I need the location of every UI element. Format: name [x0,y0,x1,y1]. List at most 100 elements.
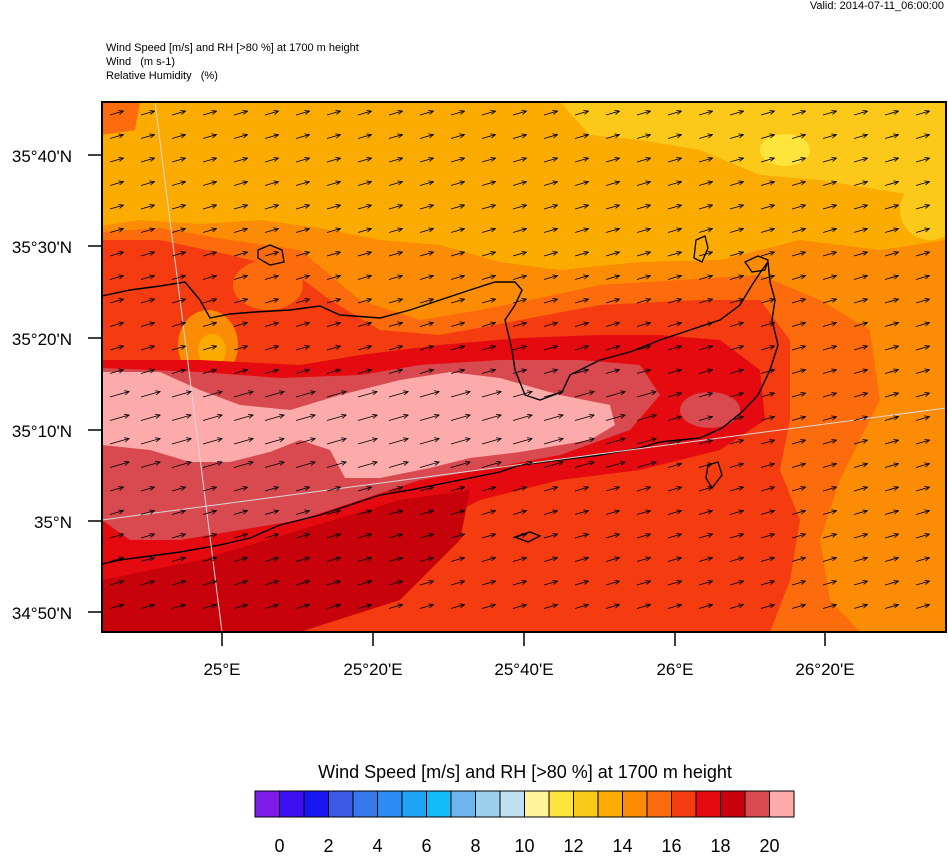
field-band-darkest-red [102,490,470,632]
wind-arrow [357,392,377,398]
wind-arrow [264,605,279,609]
wind-arrow [915,111,930,116]
wind-arrow [605,462,625,468]
wind-arrow [233,487,248,492]
wind-arrow [667,276,682,280]
wind-arrow [233,511,248,515]
colorbar-swatch [573,790,599,818]
wind-arrow [853,605,868,609]
wind-arrow [233,392,253,398]
wind-arrow [202,581,217,586]
wind-arrow [202,323,217,327]
wind-arrow [326,581,341,586]
wind-arrow [853,158,868,163]
wind-arrow [481,558,496,562]
colorbar-title: Wind Speed [m/s] and RH [>80 %] at 1700 … [318,762,732,782]
wind-arrow [419,487,434,492]
wind-arrow [357,158,372,163]
wind-arrow [791,135,806,139]
wind-arrow [791,393,806,398]
wind-arrow [822,205,837,210]
colorbar-swatch [352,790,378,818]
wind-arrow [326,182,341,186]
wind-arrow [326,205,341,210]
wind-arrow [822,323,837,327]
wind-arrow [450,299,465,304]
wind-arrow [264,534,279,539]
wind-arrow [295,462,315,468]
wind-arrow [295,392,315,398]
wind-arrow [140,182,155,186]
wind-arrow [202,534,217,539]
wind-arrow [388,111,403,116]
wind-arrow [171,323,186,327]
wind-arrow [605,111,620,116]
colorbar-swatch [720,790,746,818]
wind-arrow [822,581,837,586]
wind-arrow [698,417,713,421]
wind-arrow [140,205,155,210]
wind-arrow [388,370,403,374]
wind-arrow [481,534,496,539]
wind-arrow [791,581,806,586]
wind-arrow [884,299,899,304]
wind-arrow [512,229,527,233]
wind-arrow [388,229,403,233]
wind-arrow [326,487,341,492]
wind-arrow [605,205,620,210]
wind-arrow [667,299,682,304]
wind-arrow [822,276,837,280]
wind-arrow [822,393,837,398]
colorbar-swatch [524,790,550,818]
wind-arrow [605,511,620,515]
wind-arrow [667,135,682,139]
wind-arrow [512,252,527,257]
wind-arrow [481,605,496,609]
wind-arrow [791,252,806,257]
wind-arrow [450,276,465,280]
wind-arrow [760,252,775,257]
wind-arrow [636,323,651,327]
colorbar-swatch [671,790,697,818]
wind-arrow [140,605,155,609]
wind-arrow [915,299,930,304]
wind-arrow [822,511,837,515]
wind-arrow [450,252,465,257]
wind-arrow [388,323,403,327]
lon-label-26-20e: 26°20'E [795,660,854,679]
wind-arrow [140,558,155,562]
colorbar-swatch [303,790,329,818]
wind-arrow [760,534,775,539]
wind-arrow [357,276,372,280]
lat-label-35-40: 35°40'N [12,147,72,166]
wind-arrow [295,135,310,139]
wind-arrow [202,252,217,257]
wind-arrow [357,346,372,351]
wind-arrow [915,440,930,445]
wind-arrow [326,392,346,398]
wind-arrow [915,417,930,421]
wind-arrow [171,581,186,586]
wind-arrow [450,158,465,163]
lat-label-35-00: 35°N [34,513,72,532]
wind-arrow [574,534,589,539]
wind-arrow [853,487,868,492]
colorbar-tick-label: 16 [661,836,682,856]
wind-arrow [419,558,434,562]
wind-arrow [543,370,558,374]
colorbar-swatch [401,790,427,818]
wind-arrow [636,370,651,374]
wind-arrow [760,605,775,609]
wind-arrow [357,111,372,116]
wind-arrow [326,370,341,374]
wind-arrow [574,158,589,163]
wind-arrow [233,276,248,280]
wind-arrow [729,487,744,492]
colorbar-swatch [646,790,672,818]
wind-arrow [791,464,806,468]
wind-arrow [264,392,284,398]
wind-arrow [853,511,868,515]
wind-arrow [388,299,403,304]
wind-arrow [822,417,837,421]
wind-arrow [171,415,191,421]
